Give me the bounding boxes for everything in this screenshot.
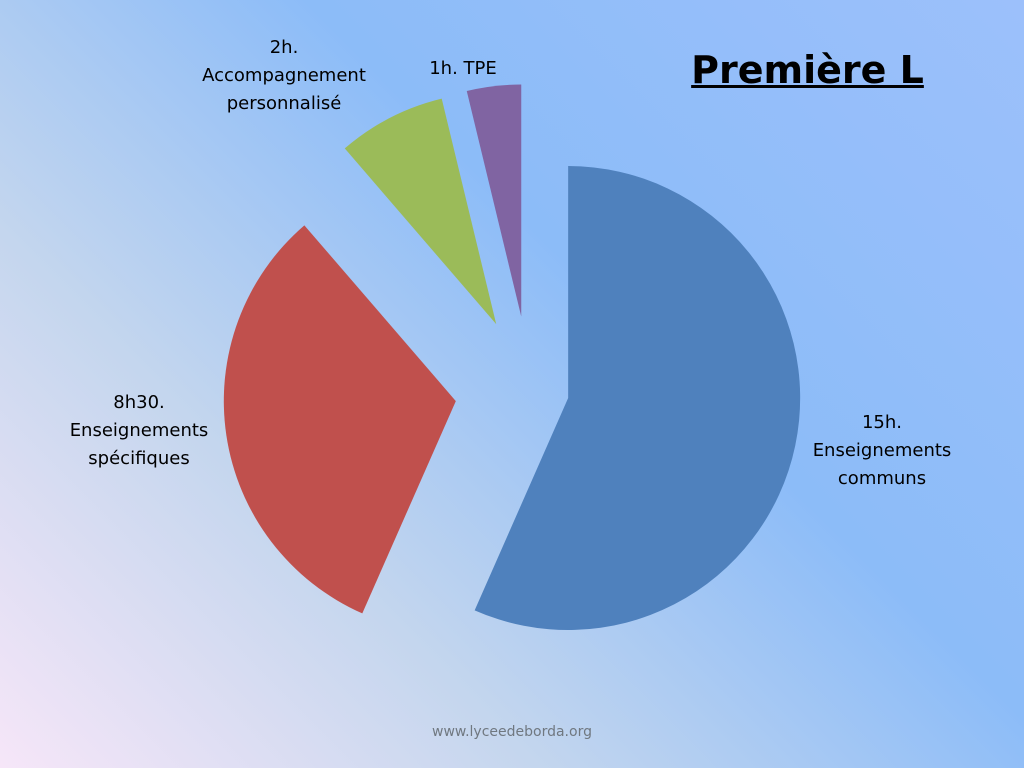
value-label: 15h. <box>861 412 903 433</box>
category-label: Accompagnement personnalisé <box>202 65 366 114</box>
footer: www.lyceedeborda.org <box>432 724 592 740</box>
pie-slice <box>344 98 497 325</box>
chart-title: Première L <box>691 48 924 92</box>
category-label: TPE <box>463 58 497 79</box>
slice-label: 1h. TPE <box>403 55 523 83</box>
category-label: Enseignements communs <box>812 440 952 489</box>
value-label: 1h. <box>429 58 458 79</box>
pie-slice <box>466 84 522 317</box>
pie-slice <box>474 166 801 631</box>
category-label: Enseignements spécifiques <box>69 420 209 469</box>
slice-label: 8h30. Enseignements spécifiques <box>59 389 219 473</box>
pie-slice <box>223 225 456 614</box>
slice-label: 2h. Accompagnement personnalisé <box>194 34 374 118</box>
slice-label: 15h. Enseignements communs <box>802 409 962 493</box>
value-label: 2h. <box>269 37 299 58</box>
value-label: 8h30. <box>113 392 165 413</box>
